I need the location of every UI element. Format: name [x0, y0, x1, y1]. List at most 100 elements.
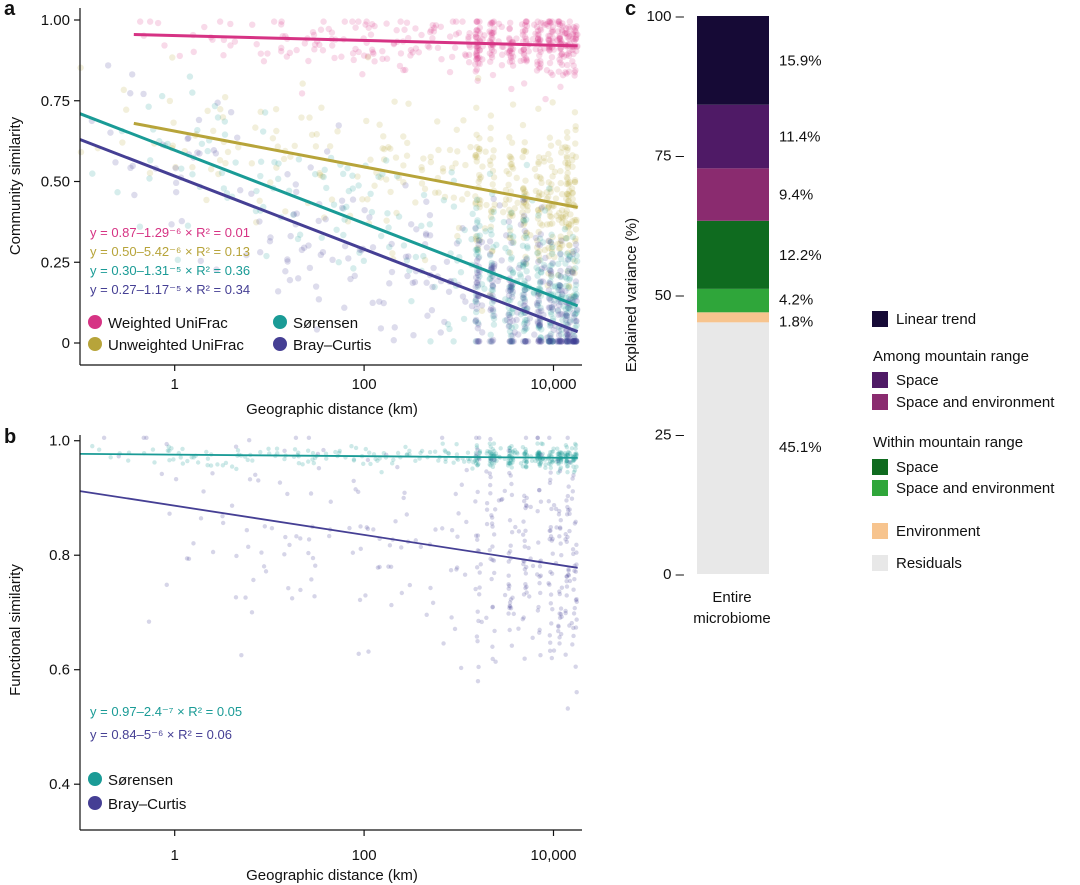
panel-a-point-weighted: [316, 41, 323, 49]
panel-a-point-bray: [545, 338, 552, 345]
panel-b-point-bray: [353, 487, 358, 492]
panel-a-point-unweighted: [476, 175, 483, 182]
panel-a-point-sorensen: [523, 255, 531, 262]
panel-a-point-sorensen: [506, 328, 514, 335]
panel-a-point-unweighted: [274, 143, 282, 150]
panel-a-point-unweighted: [439, 165, 447, 172]
panel-a-point-unweighted: [562, 234, 569, 242]
panel-a-point-sorensen: [520, 320, 528, 328]
panel-a-point-bray: [112, 159, 119, 166]
panel-a-point-weighted: [498, 23, 505, 31]
panel-a-point-weighted: [543, 21, 550, 28]
panel-a-point-sorensen: [420, 252, 427, 260]
panel-a-point-bray: [496, 202, 503, 209]
panel-b-point-sorensen: [361, 461, 366, 467]
panel-a-point-weighted: [536, 52, 543, 59]
panel-a-point-bray: [478, 302, 486, 309]
panel-a-point-sorensen: [349, 185, 357, 192]
panel-a-point-unweighted: [257, 108, 264, 116]
panel-a-point-bray: [505, 287, 512, 294]
panel-a-point-weighted: [136, 18, 144, 25]
panel-a-point-unweighted: [476, 135, 483, 142]
panel-a-point-bray: [422, 230, 430, 237]
panel-a-point-sorensen: [318, 234, 325, 241]
panel-a-point-weighted: [249, 21, 256, 28]
panel-a-point-weighted: [506, 47, 514, 55]
panel-a-point-bray: [473, 305, 480, 312]
panel-a-point-weighted: [572, 34, 580, 41]
panel-a-point-unweighted: [563, 153, 570, 160]
panel-a-point-unweighted: [540, 203, 548, 210]
panel-b-point-sorensen: [454, 452, 460, 457]
panel-a-point-bray: [571, 338, 578, 345]
panel-a-point-sorensen: [506, 287, 514, 294]
panel-b-point-sorensen: [436, 458, 441, 463]
panel-a-point-unweighted: [377, 174, 384, 181]
legend-swatch-within-space-env: [872, 480, 888, 496]
panel-a-point-bray: [564, 338, 571, 345]
panel-a-point-sorensen: [521, 277, 528, 285]
panel-a-point-sorensen: [566, 305, 574, 313]
panel-a-point-sorensen: [555, 260, 562, 268]
panel-a-point-sorensen: [562, 305, 570, 313]
panel-a-point-sorensen: [294, 235, 302, 243]
panel-a-fit-line-unweighted: [133, 121, 578, 209]
panel-a-point-sorensen: [571, 293, 579, 300]
panel-a-point-sorensen: [537, 336, 545, 344]
panel-b-point-sorensen: [466, 459, 472, 464]
panel-b-point-bray: [146, 619, 152, 624]
panel-a-point-bray: [213, 266, 220, 273]
panel-b-point-bray: [499, 497, 504, 503]
panel-b-point-bray: [220, 520, 226, 526]
panel-c-y-tick-label: 75 –: [655, 148, 685, 165]
panel-b-point-sorensen: [451, 460, 456, 465]
panel-a-point-bray: [506, 338, 513, 345]
panel-a-point-unweighted: [549, 203, 556, 210]
panel-b-point-bray: [513, 524, 518, 530]
panel-a-point-sorensen: [509, 290, 516, 297]
panel-a-point-weighted: [407, 46, 415, 54]
panel-a-point-sorensen: [556, 338, 563, 345]
panel-b-point-sorensen: [558, 458, 564, 463]
panel-a-point-sorensen: [519, 259, 527, 266]
panel-a-point-bray: [539, 278, 547, 285]
panel-b-point-bray: [356, 489, 361, 495]
panel-b-point-bray: [508, 597, 514, 602]
panel-a-point-sorensen: [420, 191, 428, 199]
panel-a-point-unweighted: [565, 179, 572, 187]
panel-a-point-sorensen: [340, 170, 347, 178]
panel-a-point-weighted: [534, 36, 542, 43]
panel-a-point-sorensen: [189, 89, 196, 96]
panel-a-point-unweighted: [476, 145, 483, 152]
panel-a-point-bray: [559, 311, 566, 318]
panel-a-point-weighted: [429, 35, 436, 42]
panel-a-point-bray: [572, 278, 580, 285]
panel-b-point-sorensen: [474, 458, 480, 464]
panel-a-point-unweighted: [477, 197, 484, 204]
panel-b-point-bray: [484, 501, 490, 506]
panel-a-point-bray: [522, 338, 529, 345]
panel-a-point-sorensen: [559, 316, 566, 324]
panel-a-point-unweighted: [571, 269, 578, 277]
panel-b-point-bray: [557, 641, 562, 646]
panel-b-point-sorensen: [333, 449, 338, 455]
panel-a-point-bray: [520, 302, 527, 309]
panel-a-point-unweighted: [474, 246, 482, 253]
panel-b-point-bray: [564, 574, 570, 579]
legend-swatch-environment: [872, 523, 888, 539]
panel-a-point-weighted: [550, 46, 558, 53]
panel-a-point-unweighted: [508, 160, 515, 168]
panel-b-point-bray: [484, 615, 489, 620]
panel-a-point-bray: [404, 272, 411, 280]
panel-a-point-bray: [537, 338, 544, 345]
panel-a-point-weighted: [490, 29, 498, 36]
panel-a-point-sorensen: [508, 254, 515, 261]
panel-b-point-bray: [277, 480, 283, 485]
panel-a-point-bray: [535, 258, 542, 265]
panel-a-point-weighted: [401, 26, 408, 33]
panel-b-point-sorensen: [510, 450, 515, 455]
panel-a-point-weighted: [473, 26, 481, 34]
panel-a-point-sorensen: [488, 231, 495, 238]
panel-a-point-sorensen: [488, 286, 495, 294]
panel-a-point-unweighted: [280, 155, 288, 163]
